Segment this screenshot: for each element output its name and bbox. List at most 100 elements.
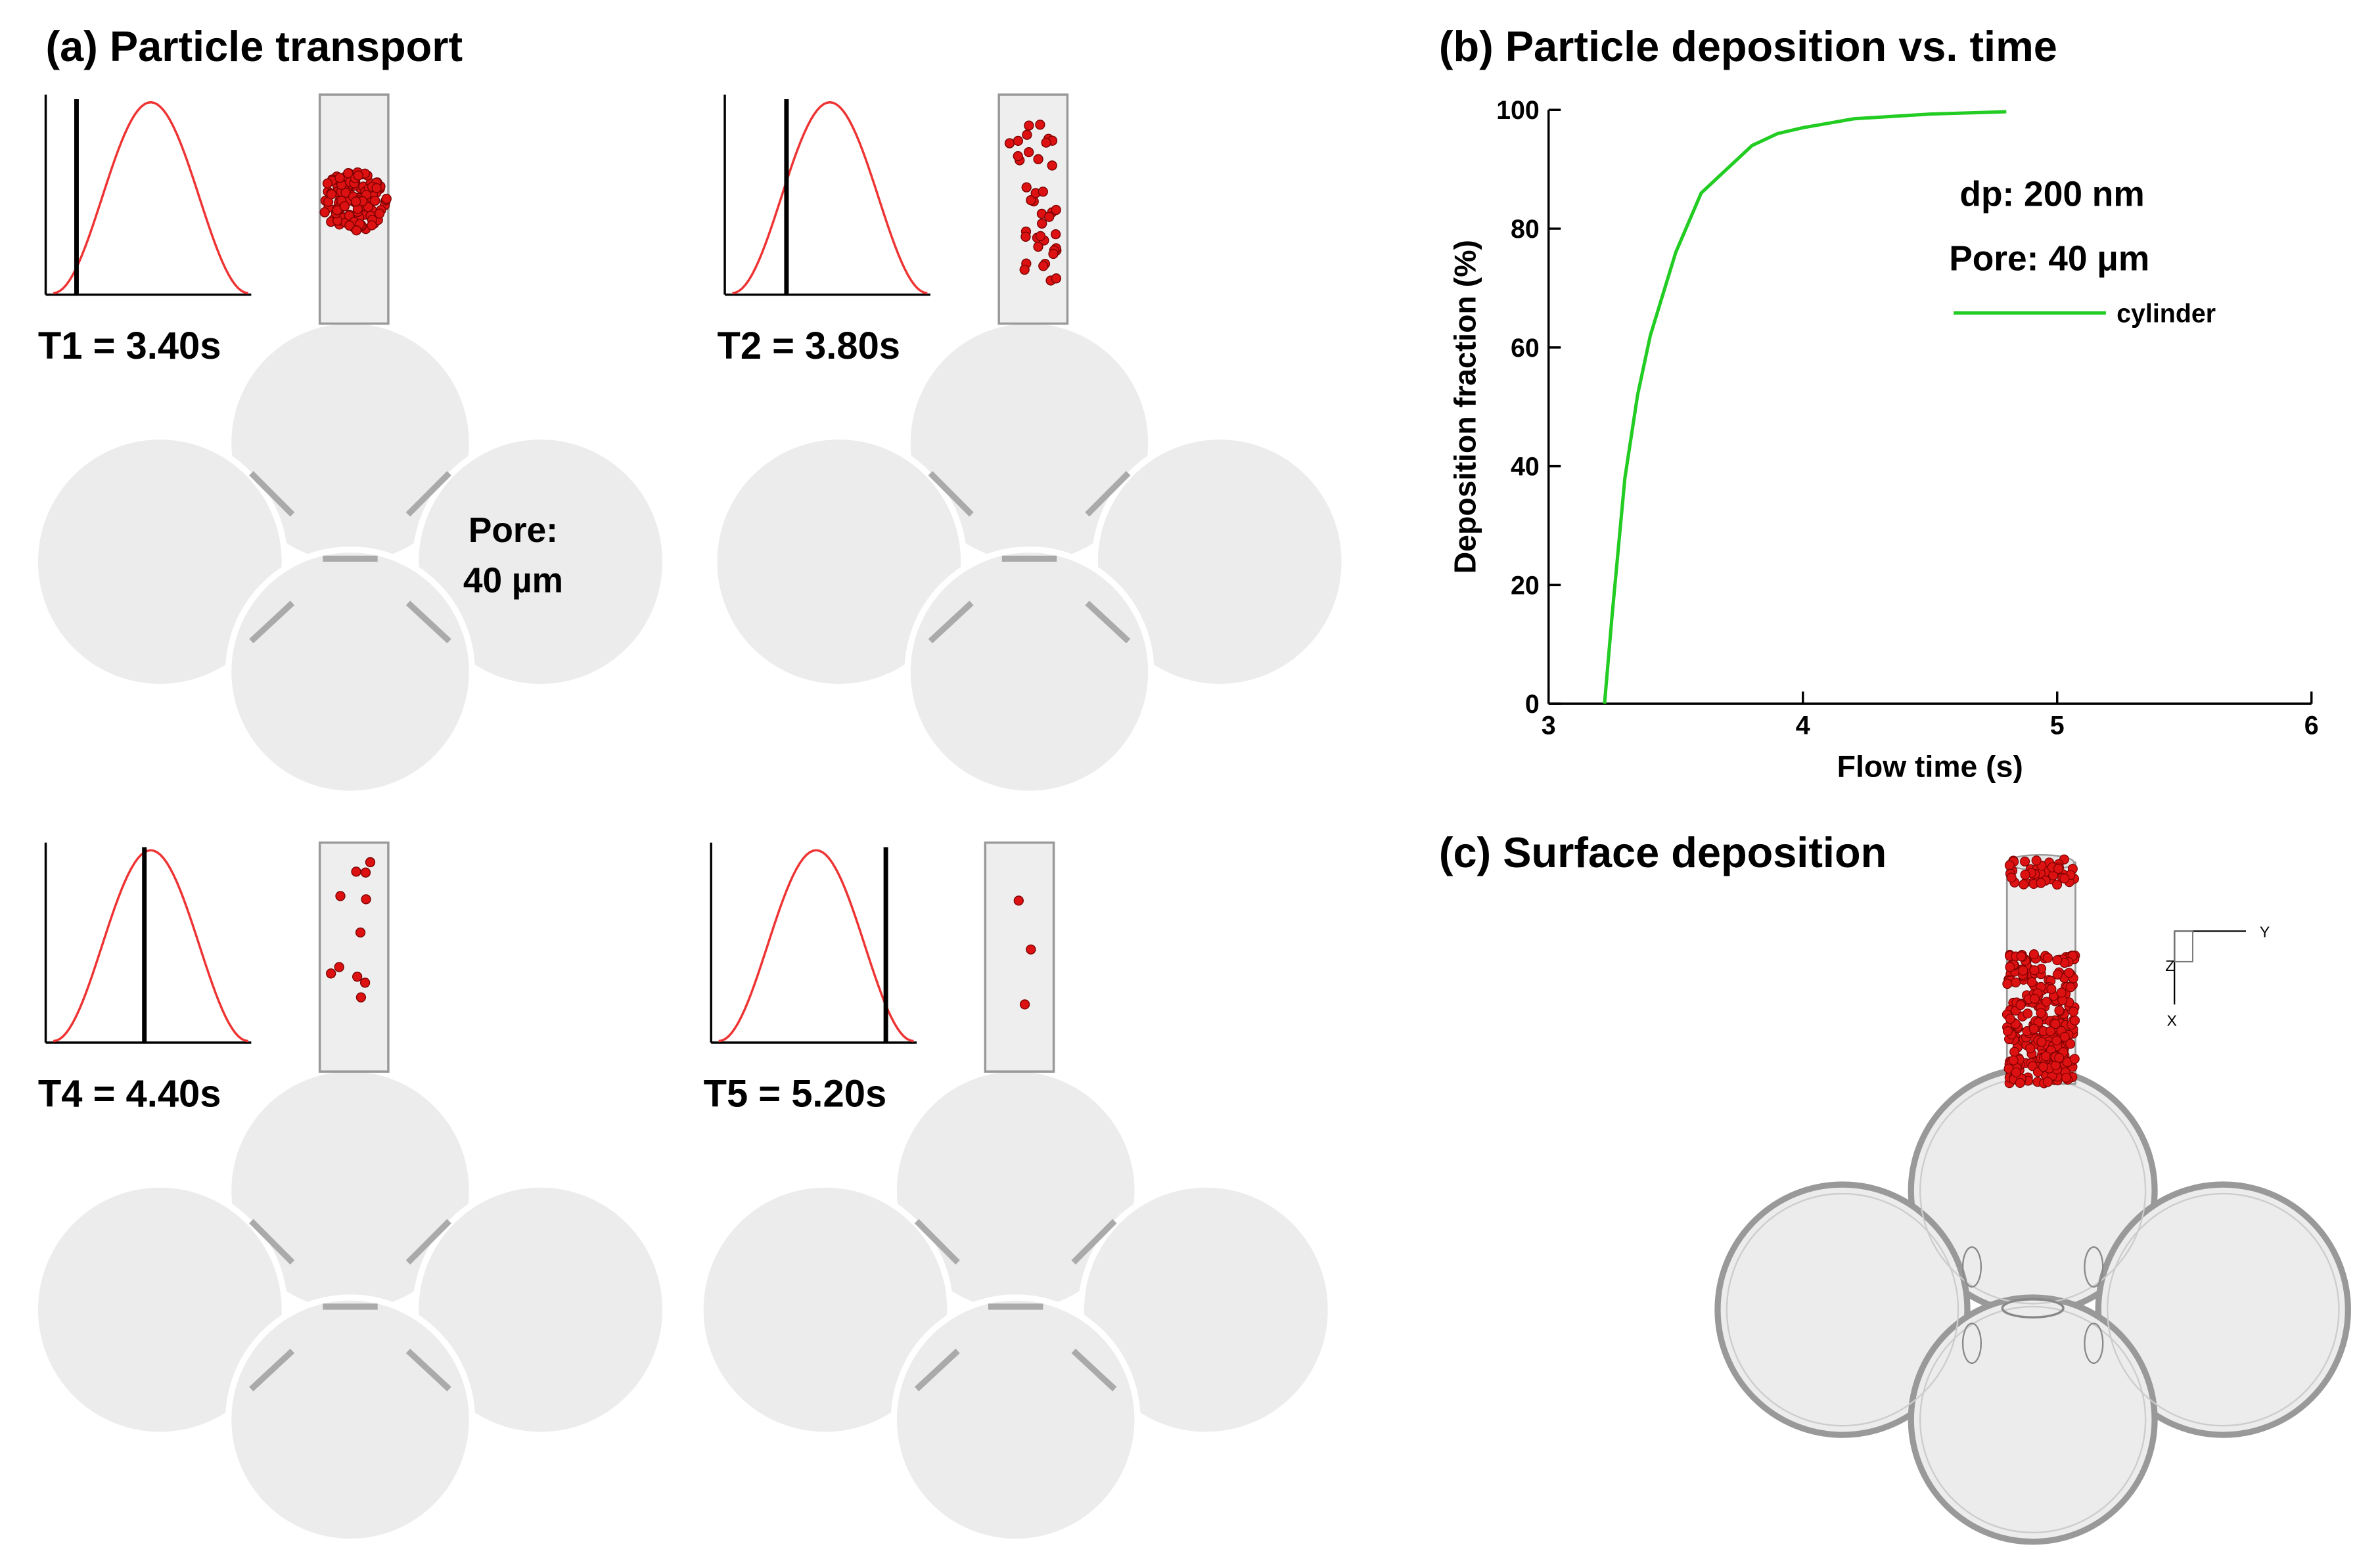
- triad-label: X: [2167, 1012, 2177, 1029]
- particle: [326, 189, 337, 200]
- particle: [334, 173, 345, 183]
- connector: [405, 1348, 451, 1391]
- particle: [2042, 953, 2053, 963]
- particle: [2065, 1039, 2076, 1049]
- triad-label: Y: [2260, 924, 2270, 941]
- particle: [2050, 1018, 2061, 1029]
- pore-cell: [1714, 1181, 1971, 1438]
- connector: [1071, 1348, 1117, 1391]
- particle: [1043, 212, 1055, 222]
- particle: [322, 178, 333, 189]
- connector: [249, 1348, 295, 1391]
- connector-ring: [1961, 1246, 1982, 1288]
- inset-curve: [53, 849, 249, 1043]
- x-tick-label: 3: [1542, 711, 1556, 740]
- particle: [2008, 1055, 2019, 1066]
- particle: [371, 183, 382, 194]
- time-label: T5 = 5.20s: [704, 1072, 887, 1115]
- connector: [1085, 471, 1131, 517]
- particle: [2028, 949, 2039, 960]
- particle: [1047, 160, 1057, 171]
- particle: [2016, 951, 2026, 962]
- triad-label: Z: [2165, 957, 2174, 974]
- particle: [2005, 962, 2015, 972]
- connector-ring: [1961, 1322, 1982, 1365]
- panel-a-title: (a) Particle transport: [46, 22, 463, 70]
- x-axis-label: Flow time (s): [1837, 750, 2023, 784]
- pore-cell: [904, 546, 1155, 797]
- x-tick-label: 6: [2304, 711, 2319, 740]
- connector-ring: [2084, 1246, 2104, 1288]
- transport-snapshot: T1 = 3.40s: [32, 93, 669, 797]
- particle: [2019, 879, 2029, 890]
- particle: [2045, 1026, 2056, 1037]
- y-axis-label: Deposition fraction (%): [1448, 240, 1482, 574]
- particle: [343, 168, 354, 179]
- particle: [2053, 863, 2064, 874]
- connector: [405, 600, 451, 644]
- particle: [355, 927, 366, 938]
- pore-cell: [1908, 1294, 2158, 1545]
- particle: [2036, 1008, 2046, 1018]
- transport-snapshot: T5 = 5.20s: [697, 841, 1334, 1545]
- legend-label: cylinder: [2117, 299, 2216, 328]
- pore-cell: [1091, 433, 1348, 690]
- particle: [353, 170, 363, 181]
- particle: [2070, 1015, 2080, 1026]
- particle: [2015, 1000, 2026, 1010]
- inset-curve: [718, 849, 914, 1043]
- particle: [2029, 965, 2040, 976]
- cell-inner: [1726, 1192, 1959, 1427]
- particle: [2068, 1006, 2079, 1017]
- annotation: dp: 200 nm: [1959, 175, 2144, 214]
- particle: [2038, 1062, 2049, 1072]
- particle: [1033, 154, 1043, 165]
- particle: [2065, 982, 2076, 993]
- pore-cell: [1078, 1181, 1334, 1438]
- inset-curve: [53, 101, 249, 294]
- particle: [2028, 1024, 2039, 1034]
- particle: [2015, 1077, 2025, 1089]
- particle: [352, 972, 363, 982]
- particle: [1013, 135, 1024, 147]
- pore-cell: [225, 1294, 476, 1545]
- connector-ring: [2001, 1298, 2065, 1319]
- particle: [1020, 231, 1031, 242]
- particle: [1041, 137, 1051, 148]
- particle: [2064, 968, 2074, 978]
- triad-box: [2174, 930, 2193, 962]
- connector: [1085, 600, 1131, 644]
- particle: [1033, 241, 1043, 252]
- tube: [318, 841, 390, 1073]
- particle: [319, 207, 330, 217]
- particle: [2036, 1037, 2047, 1047]
- time-label: T4 = 4.40s: [38, 1072, 221, 1115]
- time-label: T1 = 3.40s: [38, 325, 221, 367]
- connector: [914, 1348, 960, 1391]
- particle: [2011, 1067, 2021, 1077]
- particle: [335, 891, 346, 901]
- y-tick-label: 80: [1511, 215, 1540, 244]
- particle: [365, 857, 376, 868]
- particle: [2018, 965, 2028, 976]
- connector: [405, 1219, 451, 1265]
- cell-inner: [1919, 1305, 2147, 1533]
- pore-label: Pore:: [469, 511, 558, 550]
- particle: [1013, 150, 1023, 162]
- particle: [2004, 860, 2015, 870]
- particle: [1037, 218, 1047, 229]
- pore-label: 40 µm: [463, 561, 563, 600]
- x-tick-label: 5: [2050, 711, 2065, 740]
- particle: [326, 968, 336, 979]
- annotation: Pore: 40 μm: [1949, 239, 2149, 278]
- pore-cell: [32, 433, 288, 690]
- particle: [367, 220, 377, 231]
- particle: [2025, 1043, 2036, 1054]
- particle: [2051, 1035, 2062, 1046]
- particle: [2002, 979, 2013, 989]
- transport-snapshot: T4 = 4.40s: [32, 841, 669, 1545]
- pore-cell: [890, 1294, 1141, 1545]
- pore-cell: [32, 1181, 288, 1438]
- particle: [344, 220, 355, 231]
